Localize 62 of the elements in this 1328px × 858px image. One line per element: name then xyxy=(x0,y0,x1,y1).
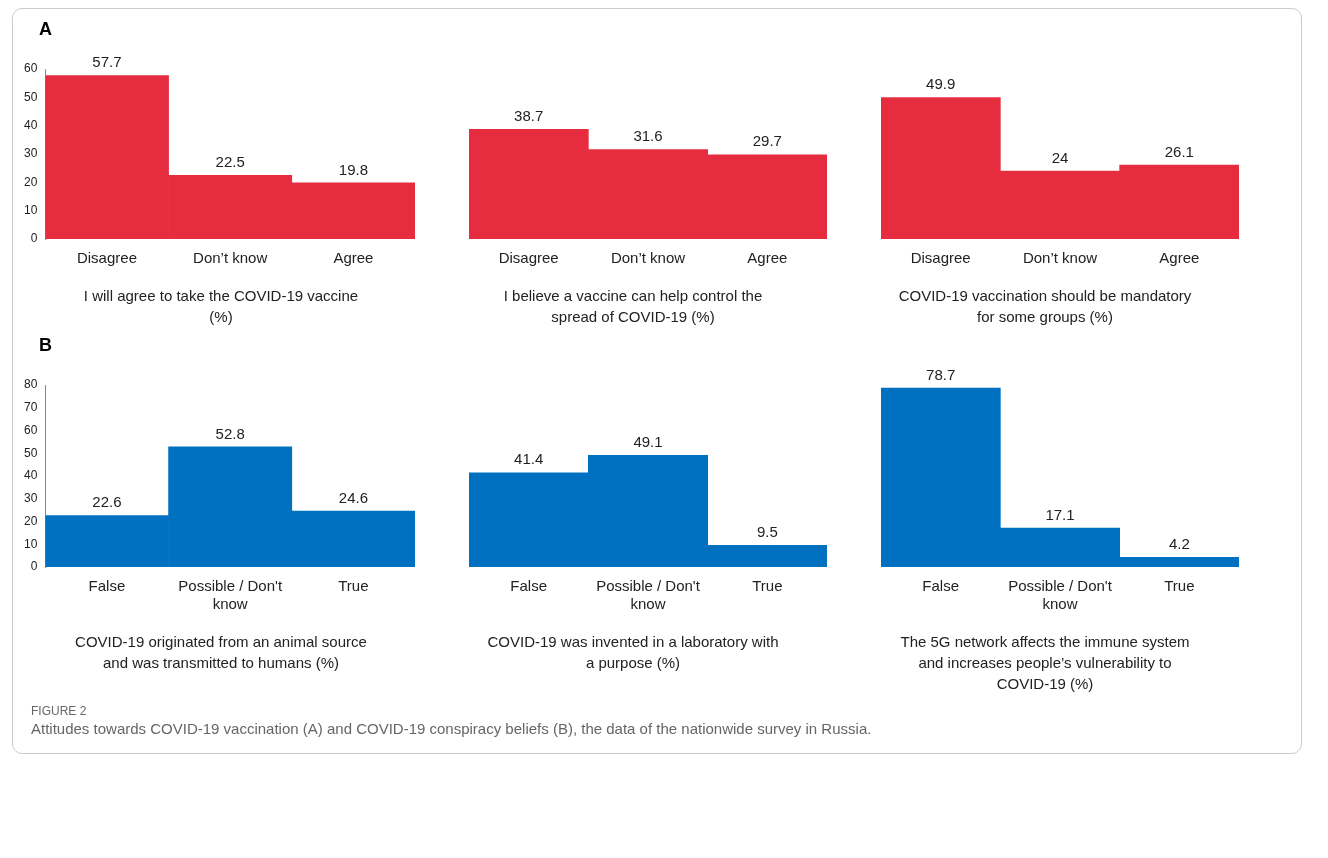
x-tick-label: Possible / Don't know xyxy=(1008,577,1113,613)
x-tick-label: False xyxy=(510,577,548,595)
y-tick-label: 70 xyxy=(23,400,38,415)
data-label: 57.7 xyxy=(92,53,122,71)
x-tick-label: False xyxy=(922,577,960,595)
data-label: 41.4 xyxy=(514,450,544,468)
data-label: 24.6 xyxy=(338,488,368,506)
y-tick-label: 20 xyxy=(23,174,38,189)
x-axis-title: I will agree to take the COVID-19 vaccine (%) xyxy=(82,286,360,327)
data-label: 22.6 xyxy=(92,493,122,511)
data-label: 49.9 xyxy=(926,75,956,93)
x-tick-label: True xyxy=(752,577,783,595)
x-axis-title: I believe a vaccine can help control the spread of COVID-19 (%) xyxy=(502,286,764,327)
y-tick-label: 0 xyxy=(30,231,38,246)
data-label: 24 xyxy=(1051,148,1069,166)
x-axis-title: COVID-19 vaccination should be mandatory for some groups (%) xyxy=(897,286,1193,327)
y-tick-label: 0 xyxy=(30,559,38,574)
data-label: 31.6 xyxy=(633,127,663,145)
y-tick-label: 30 xyxy=(23,146,38,161)
data-label: 26.1 xyxy=(1164,142,1194,160)
data-label: 17.1 xyxy=(1045,505,1075,523)
y-tick-label: 60 xyxy=(23,422,38,437)
x-tick-label: True xyxy=(1164,577,1195,595)
x-tick-label: Agree xyxy=(1159,249,1200,267)
data-label: 78.7 xyxy=(926,365,956,383)
y-tick-label: 10 xyxy=(23,536,38,551)
x-tick-label: Agree xyxy=(333,249,374,267)
chart-title: A xyxy=(38,19,53,41)
x-tick-label: Possible / Don't know xyxy=(596,577,701,613)
y-tick-label: 80 xyxy=(23,377,38,392)
x-tick-label: Possible / Don't know xyxy=(178,577,283,613)
text: Attitudes towards COVID-19 vaccination (A) and COVID-19 conspiracy beliefs (B), the data of the nationwide survey in Russia. xyxy=(30,720,873,737)
x-axis-title: COVID-19 was invented in a laboratory with a purpose (%) xyxy=(486,632,780,673)
y-tick-label: 60 xyxy=(23,61,38,76)
y-tick-label: 30 xyxy=(23,491,38,506)
y-tick-label: 20 xyxy=(23,513,38,528)
y-tick-label: 50 xyxy=(23,89,38,104)
data-label: 22.5 xyxy=(215,152,245,170)
data-label: 4.2 xyxy=(1168,535,1190,553)
x-tick-label: Disagree xyxy=(498,249,559,267)
y-tick-label: 40 xyxy=(23,117,38,132)
data-label: 9.5 xyxy=(756,523,778,541)
x-tick-label: Disagree xyxy=(910,249,971,267)
data-label: 29.7 xyxy=(752,132,782,150)
x-axis-title: COVID-19 originated from an animal source and was transmitted to humans (%) xyxy=(74,632,368,673)
x-tick-label: True xyxy=(338,577,369,595)
data-label: 49.1 xyxy=(633,432,663,450)
chart-title: B xyxy=(38,335,53,357)
y-tick-label: 10 xyxy=(23,202,38,217)
x-tick-label: Don’t know xyxy=(610,249,686,267)
x-axis-title: The 5G network affects the immune system and increases people’s vulnerability to COVID-19 (%) xyxy=(899,632,1191,694)
caption: FIGURE 2 xyxy=(30,704,88,718)
x-tick-label: Disagree xyxy=(76,249,137,267)
y-tick-label: 40 xyxy=(23,468,38,483)
y-tick-label: 50 xyxy=(23,445,38,460)
x-tick-label: Agree xyxy=(747,249,788,267)
x-tick-label: Don’t know xyxy=(1022,249,1098,267)
x-tick-label: False xyxy=(88,577,126,595)
data-label: 19.8 xyxy=(338,160,368,178)
data-label: 52.8 xyxy=(215,424,245,442)
data-label: 38.7 xyxy=(514,106,544,124)
x-tick-label: Don’t know xyxy=(193,249,268,267)
